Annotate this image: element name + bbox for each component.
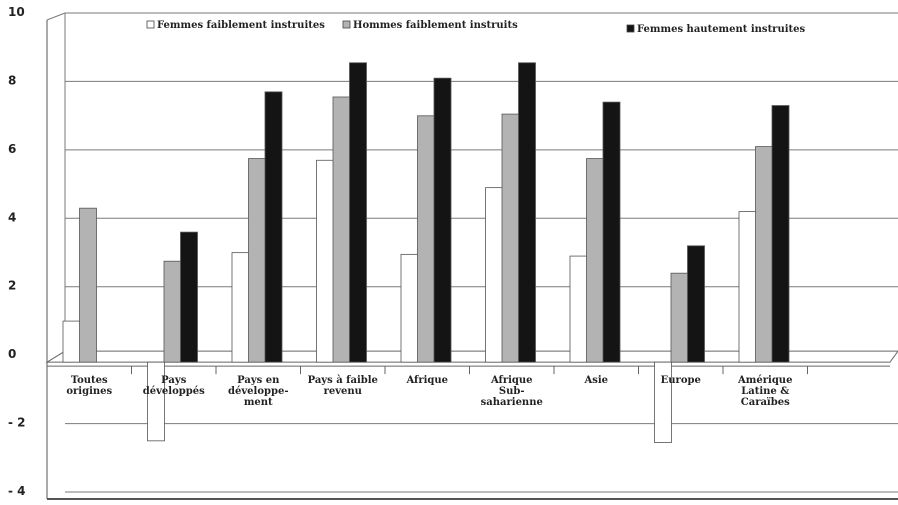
y-tick-label: 4 — [8, 210, 16, 224]
bar — [433, 77, 452, 363]
bar — [687, 245, 705, 363]
bar — [248, 158, 266, 363]
legend-swatch — [146, 20, 155, 29]
legend-swatch — [626, 24, 635, 33]
category-label: Pays à faible revenu — [308, 375, 378, 397]
bar — [518, 62, 536, 363]
category-label: Afrique Sub-saharienne — [481, 375, 543, 408]
category-label: Toutes origines — [66, 375, 112, 397]
legend: Femmes faiblement instruites Hommes faibl… — [146, 20, 806, 35]
gridlines — [46, 12, 898, 500]
category-label: Asie — [583, 375, 608, 386]
y-tick-label: 8 — [8, 73, 16, 87]
bar — [738, 211, 757, 363]
bar — [586, 158, 604, 363]
bar — [654, 361, 672, 443]
bar — [755, 146, 773, 363]
bar — [417, 115, 435, 363]
category-label: Pays développés — [143, 375, 205, 397]
bar — [316, 159, 334, 363]
bar — [349, 62, 367, 363]
bar — [231, 252, 250, 363]
category-label: Pays en développe-ment — [228, 375, 289, 408]
category-label: Afrique — [405, 375, 448, 386]
y-tick-label: 2 — [8, 279, 16, 293]
bar — [180, 231, 198, 363]
y-tick-label: - 2 — [8, 416, 26, 430]
bar — [62, 320, 81, 363]
bar — [569, 255, 588, 363]
depth-edge — [46, 12, 66, 21]
legend-label: Femmes faiblement instruites — [157, 20, 325, 31]
y-tick-label: 6 — [8, 142, 16, 156]
bar — [163, 260, 182, 363]
bar — [670, 272, 689, 363]
bar — [400, 253, 419, 363]
bar — [485, 187, 503, 363]
legend-label: Femmes hautement instruites — [637, 24, 806, 35]
legend-swatch — [342, 20, 351, 29]
bar — [147, 361, 165, 442]
legend-label: Hommes faiblement instruits — [353, 20, 518, 31]
y-axis-tick-labels: 10 8 6 4 2 0 - 2 - 4 — [8, 5, 26, 498]
bar — [602, 101, 621, 363]
bar — [332, 96, 351, 363]
bar — [771, 105, 790, 363]
category-label: Amérique Latine & Caraïbes — [737, 375, 792, 408]
y-tick-label: - 4 — [8, 484, 26, 498]
y-tick-label: 0 — [8, 347, 16, 361]
y-tick-label: 10 — [8, 5, 25, 19]
category-labels: Toutes origines Pays développés Pays en dével… — [66, 375, 792, 408]
bars — [62, 62, 790, 443]
bar — [501, 113, 520, 363]
bar — [264, 91, 283, 363]
category-label: Europe — [661, 375, 701, 386]
bar — [79, 207, 97, 363]
